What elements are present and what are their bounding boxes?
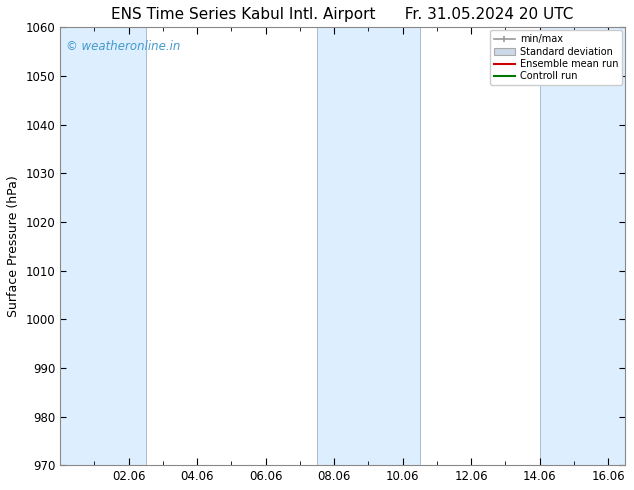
Bar (540, 27, 625, 465)
Title: ENS Time Series Kabul Intl. Airport      Fr. 31.05.2024 20 UTC: ENS Time Series Kabul Intl. Airport Fr. … (112, 7, 574, 22)
Y-axis label: Surface Pressure (hPa): Surface Pressure (hPa) (7, 175, 20, 317)
Text: © weatheronline.in: © weatheronline.in (66, 40, 180, 53)
Bar (60, 27, 146, 465)
Bar (317, 27, 420, 465)
Legend: min/max, Standard deviation, Ensemble mean run, Controll run: min/max, Standard deviation, Ensemble me… (489, 30, 622, 85)
